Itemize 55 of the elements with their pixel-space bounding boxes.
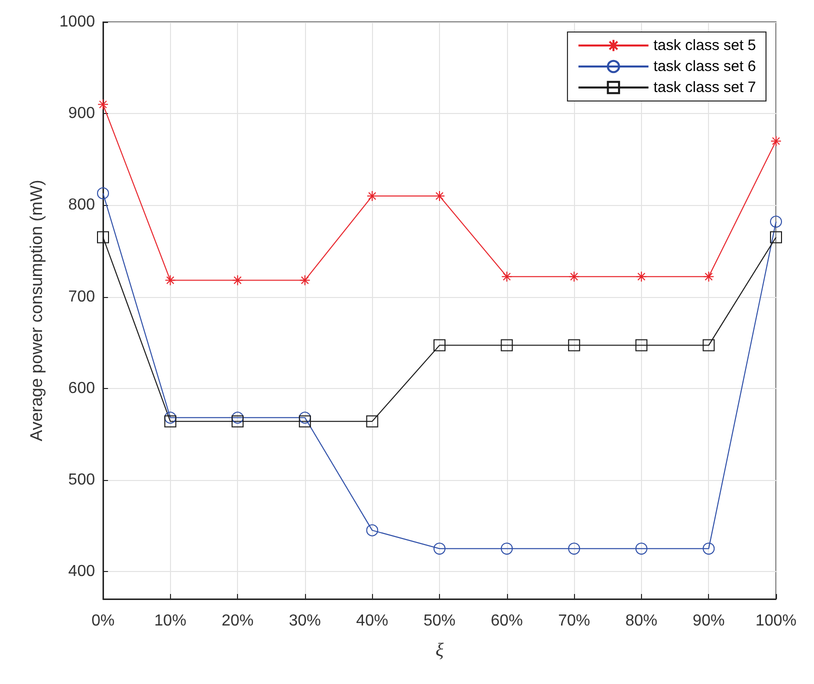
x-tick-label: 70% <box>558 612 590 630</box>
point <box>164 415 176 428</box>
x-tick-label: 60% <box>490 612 523 630</box>
point <box>568 542 580 555</box>
point <box>98 98 108 110</box>
legend-label: task class set 5 <box>653 37 756 54</box>
point <box>568 339 580 352</box>
y-tick-label: 1000 <box>59 14 96 30</box>
x-tick-label: 80% <box>625 612 658 630</box>
x-tick-label: 100% <box>756 612 796 630</box>
y-tick-label: 600 <box>68 380 96 397</box>
point <box>298 415 311 428</box>
legend-label: task class set 6 <box>653 58 756 75</box>
point <box>702 542 715 555</box>
point <box>164 412 176 424</box>
point <box>702 339 715 352</box>
y-tick-label: 800 <box>68 196 96 214</box>
y-axis-title: Average power consumption (mW) <box>27 180 46 442</box>
point <box>97 231 109 244</box>
point <box>164 274 176 286</box>
point <box>97 187 109 200</box>
y-tick-label: 700 <box>68 288 96 306</box>
point <box>770 216 782 228</box>
point <box>636 271 647 282</box>
point <box>232 274 244 286</box>
x-tick-label: 30% <box>288 612 321 630</box>
point <box>635 339 648 352</box>
x-tick-label: 50% <box>423 612 456 630</box>
point <box>635 542 648 555</box>
x-tick-label: 0% <box>91 612 115 630</box>
y-tick-label: 400 <box>68 563 96 580</box>
point <box>366 415 378 428</box>
x-tick-label: 20% <box>222 612 254 630</box>
point <box>299 274 310 286</box>
x-axis-title: ξ <box>435 640 444 661</box>
y-tick-label: 500 <box>68 471 96 488</box>
point <box>500 542 513 555</box>
point <box>434 542 446 555</box>
point <box>298 412 311 424</box>
point <box>703 271 714 282</box>
point <box>434 339 446 352</box>
point <box>232 412 244 424</box>
point <box>366 524 378 536</box>
legend-label: task class set 7 <box>653 79 756 96</box>
point <box>770 231 782 244</box>
point <box>232 415 244 428</box>
x-tick-label: 90% <box>692 612 725 630</box>
point <box>501 271 512 282</box>
point <box>568 271 580 282</box>
y-tick-label: 900 <box>68 105 96 122</box>
point <box>770 136 782 147</box>
x-tick-label: 10% <box>154 612 186 630</box>
point <box>500 339 513 352</box>
x-tick-label: 40% <box>356 612 388 630</box>
point <box>434 190 445 202</box>
